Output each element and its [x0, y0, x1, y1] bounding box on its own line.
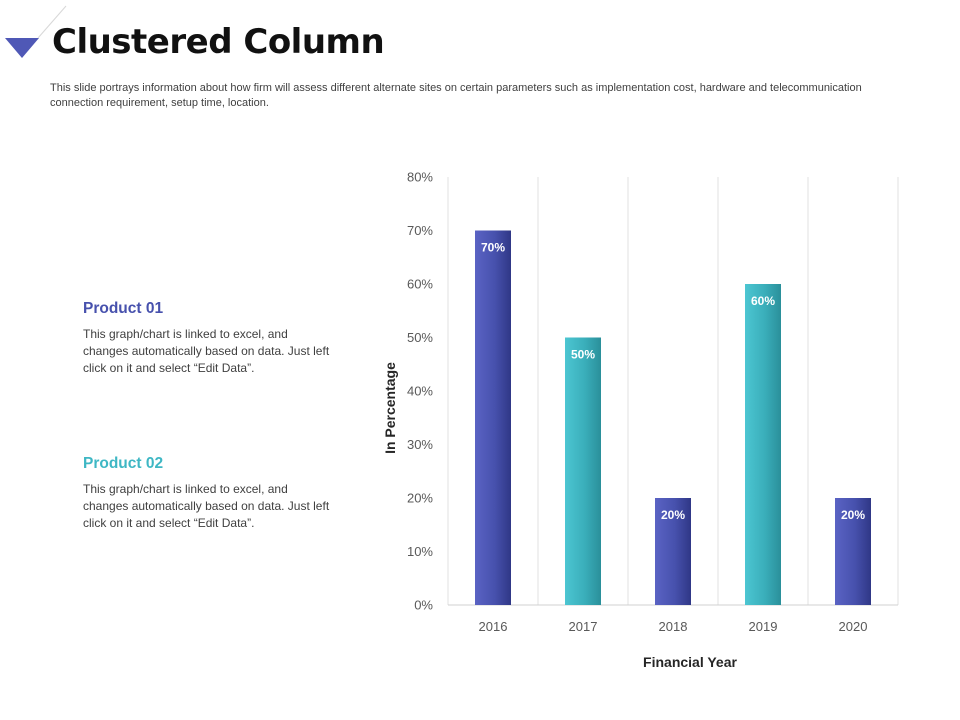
- product-01-block: Product 01 This graph/chart is linked to…: [83, 300, 333, 377]
- bar: [655, 498, 691, 605]
- page-title: Clustered Column: [52, 22, 385, 62]
- y-tick-label: 70%: [407, 223, 433, 238]
- x-tick-label: 2018: [659, 619, 688, 634]
- bar: [475, 230, 511, 605]
- bar: [565, 337, 601, 605]
- bar: [745, 284, 781, 605]
- y-tick-label: 80%: [407, 170, 433, 185]
- bar: [835, 498, 871, 605]
- x-tick-label: 2019: [749, 619, 778, 634]
- y-tick-label: 20%: [407, 491, 433, 506]
- y-tick-label: 0%: [414, 598, 433, 613]
- data-label: 70%: [481, 241, 505, 255]
- product-02-description: This graph/chart is linked to excel, and…: [83, 482, 330, 530]
- y-tick-label: 60%: [407, 277, 433, 292]
- title-triangle-icon: [5, 38, 39, 58]
- product-01-title: Product 01: [83, 300, 164, 317]
- x-axis-title: Financial Year: [643, 654, 737, 670]
- x-tick-label: 2017: [569, 619, 598, 634]
- y-tick-label: 10%: [407, 544, 433, 559]
- y-axis-title: In Percentage: [382, 362, 398, 454]
- data-label: 20%: [661, 508, 685, 522]
- x-tick-label: 2020: [839, 619, 868, 634]
- x-tick-label: 2016: [479, 619, 508, 634]
- product-02-block: Product 02 This graph/chart is linked to…: [83, 455, 333, 532]
- data-label: 50%: [571, 348, 595, 362]
- page-subtitle: This slide portrays information about ho…: [50, 82, 862, 109]
- y-tick-label: 30%: [407, 437, 433, 452]
- data-label: 60%: [751, 294, 775, 308]
- corner-decoration: [37, 5, 67, 39]
- data-label: 20%: [841, 508, 865, 522]
- y-tick-label: 40%: [407, 384, 433, 399]
- product-01-description: This graph/chart is linked to excel, and…: [83, 327, 330, 375]
- y-tick-label: 50%: [407, 330, 433, 345]
- product-02-title: Product 02: [83, 455, 164, 472]
